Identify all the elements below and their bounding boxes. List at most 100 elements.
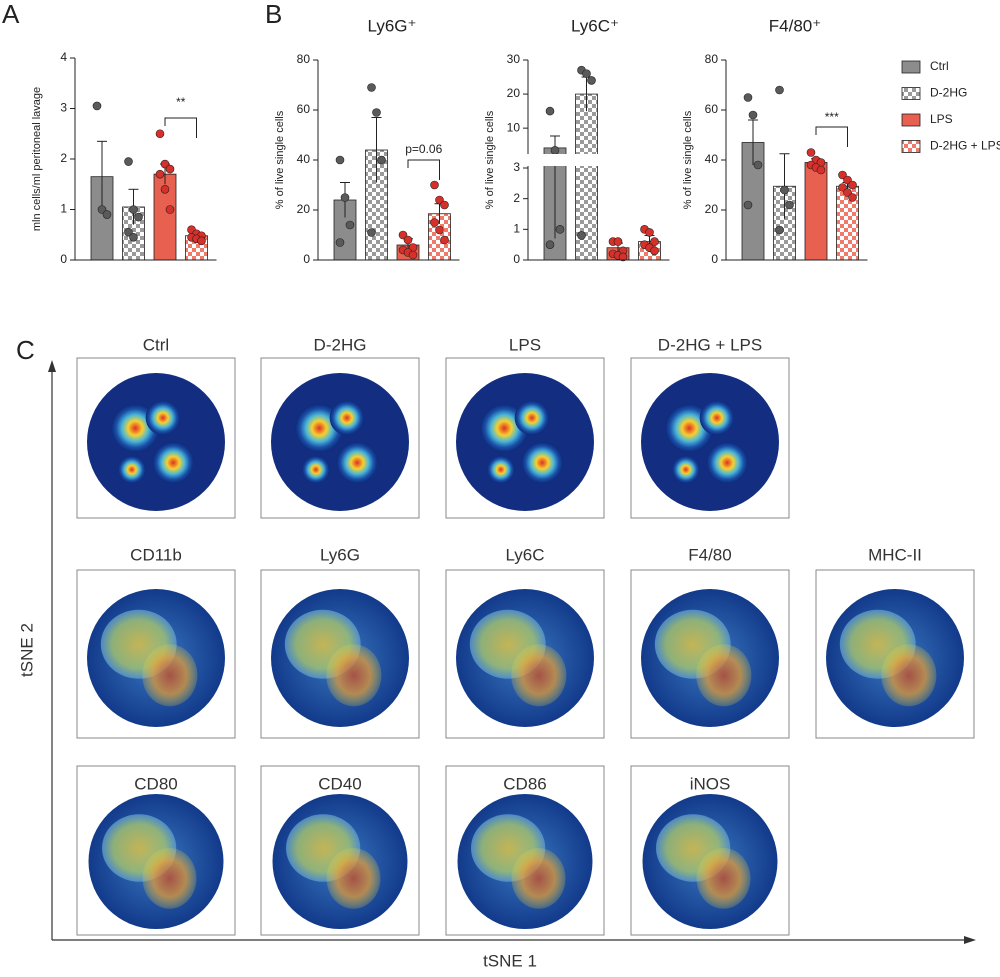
density-spot bbox=[302, 455, 330, 484]
data-point bbox=[92, 101, 102, 111]
data-point bbox=[134, 212, 143, 222]
legend-swatch bbox=[901, 87, 921, 100]
data-point bbox=[345, 220, 355, 230]
y-tick-label: 80 bbox=[297, 52, 311, 66]
data-point bbox=[650, 237, 659, 246]
y-tick-label: 2 bbox=[60, 151, 67, 165]
legend-label: LPS bbox=[930, 112, 953, 126]
y-tick-label: 30 bbox=[507, 52, 521, 66]
data-point bbox=[816, 165, 826, 175]
y-tick-label: 3 bbox=[513, 160, 520, 174]
y-tick-label: 2 bbox=[513, 191, 520, 205]
data-point bbox=[335, 238, 345, 247]
tsne-title: F4/80 bbox=[688, 545, 731, 564]
density-spot bbox=[672, 455, 700, 484]
density-spot bbox=[706, 442, 748, 484]
y-tick-label: 0 bbox=[711, 252, 718, 266]
data-point bbox=[440, 235, 449, 245]
data-point bbox=[582, 69, 591, 78]
data-point bbox=[743, 93, 753, 102]
y-tick-label: 20 bbox=[507, 86, 521, 100]
y-axis-label: % of live single cells bbox=[484, 110, 496, 209]
y-axis-label: tSNE 2 bbox=[17, 623, 36, 677]
y-axis-label: % of live single cells bbox=[682, 110, 694, 209]
tsne-title: D-2HG + LPS bbox=[658, 335, 762, 354]
expression-hot bbox=[326, 644, 382, 707]
y-tick-label: 60 bbox=[705, 102, 719, 116]
legend-label: D-2HG + LPS bbox=[930, 139, 1000, 153]
chart-title: Ly6C⁺ bbox=[571, 16, 619, 35]
tsne-title: CD40 bbox=[318, 774, 361, 793]
data-point bbox=[367, 228, 376, 237]
bracket bbox=[407, 159, 440, 180]
tsne-title: Ly6G bbox=[320, 545, 360, 564]
data-point bbox=[165, 205, 175, 214]
annotation: ** bbox=[176, 95, 186, 109]
data-point bbox=[408, 250, 418, 260]
expression-hot bbox=[142, 848, 197, 909]
tsne-title: D-2HG bbox=[314, 335, 367, 354]
tsne-title: iNOS bbox=[690, 774, 731, 793]
data-point bbox=[129, 232, 138, 242]
bracket bbox=[164, 117, 197, 138]
data-point bbox=[440, 200, 449, 210]
data-point bbox=[435, 225, 444, 235]
density-spot bbox=[521, 442, 563, 484]
data-point bbox=[545, 106, 555, 116]
tsne-title: Ctrl bbox=[143, 335, 169, 354]
y-tick-label: 0 bbox=[60, 252, 67, 266]
data-point bbox=[775, 225, 784, 235]
y-tick-label: 60 bbox=[297, 102, 311, 116]
tsne-map bbox=[271, 373, 409, 511]
legend-swatch bbox=[901, 113, 921, 127]
tsne-title: LPS bbox=[509, 335, 541, 354]
tsne-map bbox=[456, 373, 594, 511]
bar bbox=[804, 162, 828, 261]
data-point bbox=[160, 185, 170, 194]
arrow-head bbox=[964, 936, 976, 944]
data-point bbox=[430, 180, 439, 190]
panel-label: C bbox=[16, 335, 35, 365]
axis-break bbox=[520, 154, 672, 166]
data-point bbox=[618, 252, 628, 262]
legend-label: Ctrl bbox=[930, 59, 949, 73]
data-point bbox=[555, 225, 565, 234]
tsne-title: Ly6C bbox=[505, 545, 544, 564]
data-point bbox=[645, 228, 654, 237]
data-point bbox=[650, 246, 659, 256]
tsne-map bbox=[87, 373, 225, 511]
data-point bbox=[780, 185, 789, 195]
legend-label: D-2HG bbox=[930, 86, 967, 100]
data-point bbox=[748, 110, 758, 120]
density-spot bbox=[699, 400, 735, 436]
y-tick-label: 1 bbox=[60, 202, 67, 216]
arrow-head bbox=[48, 360, 56, 372]
y-tick-label: 40 bbox=[297, 152, 311, 166]
density-spot bbox=[514, 400, 550, 436]
data-point bbox=[753, 160, 763, 170]
data-point bbox=[743, 200, 753, 210]
data-point bbox=[848, 193, 857, 202]
y-tick-label: 20 bbox=[297, 202, 311, 216]
panel-label: A bbox=[2, 0, 20, 29]
bracket bbox=[815, 126, 848, 147]
annotation: *** bbox=[825, 110, 839, 124]
density-spot bbox=[487, 455, 515, 484]
y-tick-label: 20 bbox=[705, 202, 719, 216]
chart-title: Ly6G⁺ bbox=[368, 16, 417, 35]
data-point bbox=[430, 218, 439, 227]
y-axis-label: % of live single cells bbox=[274, 110, 286, 209]
annotation: p=0.06 bbox=[405, 142, 442, 156]
data-point bbox=[377, 155, 386, 165]
data-point bbox=[372, 108, 381, 117]
data-point bbox=[335, 155, 345, 165]
expression-hot bbox=[511, 644, 567, 707]
data-point bbox=[155, 129, 165, 139]
y-tick-label: 3 bbox=[60, 101, 67, 115]
legend-swatch bbox=[901, 60, 921, 74]
data-point bbox=[340, 193, 350, 202]
y-tick-label: 0 bbox=[513, 252, 520, 266]
tsne-map bbox=[641, 373, 779, 511]
data-point bbox=[848, 180, 857, 190]
